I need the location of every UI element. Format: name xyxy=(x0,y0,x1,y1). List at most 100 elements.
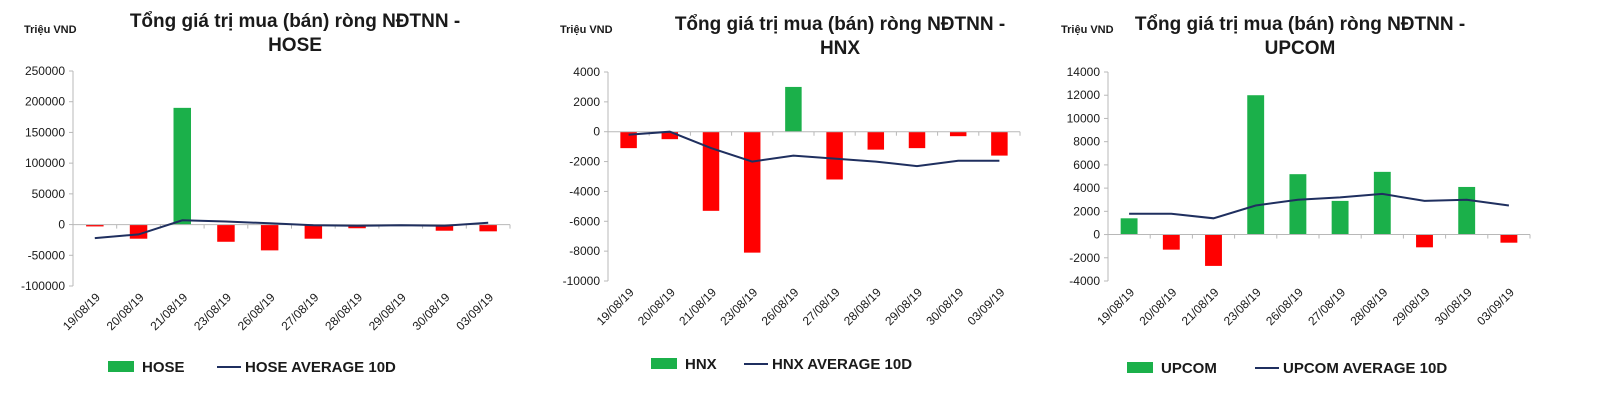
x-tick-label: 29/08/19 xyxy=(366,290,409,333)
average-line-upcom-average-10d xyxy=(1129,192,1510,220)
bar-upcom-3 xyxy=(1247,95,1265,235)
y-tick-label: -6000 xyxy=(569,214,600,228)
x-tick-label: 28/08/19 xyxy=(841,285,884,328)
x-tick-label: 19/08/19 xyxy=(1094,285,1137,328)
y-tick-label: -50000 xyxy=(28,248,66,262)
chart-title-line1: Tổng giá trị mua (bán) ròng NĐTNN - xyxy=(675,14,1005,35)
unit-label: Triệu VND xyxy=(560,24,613,36)
x-tick-label: 19/08/19 xyxy=(60,290,103,333)
bar-hnx-8 xyxy=(949,131,967,137)
bar-upcom-1 xyxy=(1162,234,1180,250)
x-tick-label: 30/08/19 xyxy=(923,285,966,328)
legend-label-bar: HOSE xyxy=(142,359,185,376)
bar-hnx-9 xyxy=(991,131,1008,156)
y-tick-label: -2000 xyxy=(1069,251,1100,265)
y-tick-label: 200000 xyxy=(25,95,65,109)
bar-hnx-4 xyxy=(785,86,802,132)
bar-hnx-5 xyxy=(826,131,843,180)
y-tick-label: 0 xyxy=(593,125,600,139)
y-tick-label: -4000 xyxy=(1069,274,1100,288)
x-tick-label: 20/08/19 xyxy=(635,285,678,328)
y-tick-label: -8000 xyxy=(569,244,600,258)
bar-hnx-1 xyxy=(661,131,679,140)
chart-title-line2: HOSE xyxy=(268,35,322,56)
bar-upcom-4 xyxy=(1289,174,1307,235)
legend-label-line: UPCOM AVERAGE 10D xyxy=(1283,360,1447,377)
x-tick-label: 26/08/19 xyxy=(1263,285,1306,328)
bar-upcom-8 xyxy=(1458,186,1476,235)
bar-hnx-0 xyxy=(620,131,637,149)
bar-hose-8 xyxy=(435,224,454,231)
y-tick-label: 14000 xyxy=(1067,65,1101,79)
x-tick-label: 29/08/19 xyxy=(882,285,925,328)
y-tick-label: 0 xyxy=(1093,228,1100,242)
y-tick-label: 6000 xyxy=(1073,158,1100,172)
x-tick-label: 30/08/19 xyxy=(1432,285,1475,328)
chart-title-line2: UPCOM xyxy=(1265,38,1336,59)
unit-label: Triệu VND xyxy=(1061,24,1114,36)
bar-hnx-7 xyxy=(908,131,926,149)
x-tick-label: 28/08/19 xyxy=(322,290,365,333)
chart-title-line1: Tổng giá trị mua (bán) ròng NĐTNN - xyxy=(1135,14,1465,35)
bar-upcom-5 xyxy=(1331,200,1349,235)
bar-hose-0 xyxy=(86,224,104,227)
bar-upcom-2 xyxy=(1205,234,1222,266)
y-tick-label: 12000 xyxy=(1067,88,1101,102)
x-tick-label: 23/08/19 xyxy=(191,290,234,333)
y-tick-label: 4000 xyxy=(1073,181,1100,195)
x-tick-label: 30/08/19 xyxy=(410,290,453,333)
x-tick-label: 27/08/19 xyxy=(800,285,843,328)
x-tick-label: 27/08/19 xyxy=(1305,285,1348,328)
y-tick-label: 2000 xyxy=(1073,204,1100,218)
x-tick-label: 26/08/19 xyxy=(235,290,278,333)
chart-hose: Tổng giá trị mua (bán) ròng NĐTNN - HOSE T… xyxy=(21,11,511,376)
x-tick-label: 21/08/19 xyxy=(676,285,719,328)
y-tick-label: 4000 xyxy=(573,65,600,79)
x-tick-label: 23/08/19 xyxy=(717,285,760,328)
y-tick-label: 2000 xyxy=(573,95,600,109)
bar-hose-5 xyxy=(304,224,323,239)
x-tick-label: 03/09/19 xyxy=(1474,285,1517,328)
x-tick-label: 20/08/19 xyxy=(104,290,147,333)
bar-hose-9 xyxy=(479,224,497,232)
legend-swatch-bar xyxy=(1127,362,1153,373)
bar-hnx-3 xyxy=(743,131,761,253)
bar-hose-3 xyxy=(217,224,235,242)
y-tick-label: -4000 xyxy=(569,184,600,198)
average-line-hnx-average-10d xyxy=(628,130,1000,168)
bar-upcom-9 xyxy=(1500,234,1518,243)
x-tick-label: 21/08/19 xyxy=(1179,285,1222,328)
legend-label-line: HNX AVERAGE 10D xyxy=(772,356,912,373)
y-tick-label: 0 xyxy=(58,218,65,232)
bar-hnx-2 xyxy=(702,131,720,211)
y-tick-label: 10000 xyxy=(1067,111,1101,125)
y-tick-label: 250000 xyxy=(25,64,65,78)
y-tick-label: -100000 xyxy=(21,279,65,293)
y-tick-label: 8000 xyxy=(1073,135,1100,149)
legend-swatch-bar xyxy=(108,361,134,372)
x-tick-label: 27/08/19 xyxy=(279,290,322,333)
y-tick-label: 150000 xyxy=(25,125,65,139)
y-tick-label: -10000 xyxy=(563,274,601,288)
x-tick-label: 26/08/19 xyxy=(759,285,802,328)
chart-hnx: Tổng giá trị mua (bán) ròng NĐTNN - HNX Tr… xyxy=(560,14,1021,373)
average-line-hose-average-10d xyxy=(94,219,489,240)
unit-label: Triệu VND xyxy=(24,24,77,36)
x-tick-label: 23/08/19 xyxy=(1221,285,1264,328)
y-tick-label: 100000 xyxy=(25,156,65,170)
bar-hose-4 xyxy=(260,224,279,251)
bar-hose-2 xyxy=(173,107,191,225)
chart-title-line2: HNX xyxy=(820,38,860,59)
x-tick-label: 28/08/19 xyxy=(1347,285,1390,328)
x-tick-label: 19/08/19 xyxy=(594,285,637,328)
legend-label-bar: UPCOM xyxy=(1161,360,1217,377)
x-tick-label: 21/08/19 xyxy=(147,290,190,333)
bar-upcom-6 xyxy=(1373,171,1391,235)
legend-label-line: HOSE AVERAGE 10D xyxy=(245,359,396,376)
bar-upcom-0 xyxy=(1120,218,1138,235)
x-tick-label: 03/09/19 xyxy=(453,290,496,333)
x-tick-label: 20/08/19 xyxy=(1136,285,1179,328)
chart-title-line1: Tổng giá trị mua (bán) ròng NĐTNN - xyxy=(130,11,460,32)
y-tick-label: -2000 xyxy=(569,155,600,169)
